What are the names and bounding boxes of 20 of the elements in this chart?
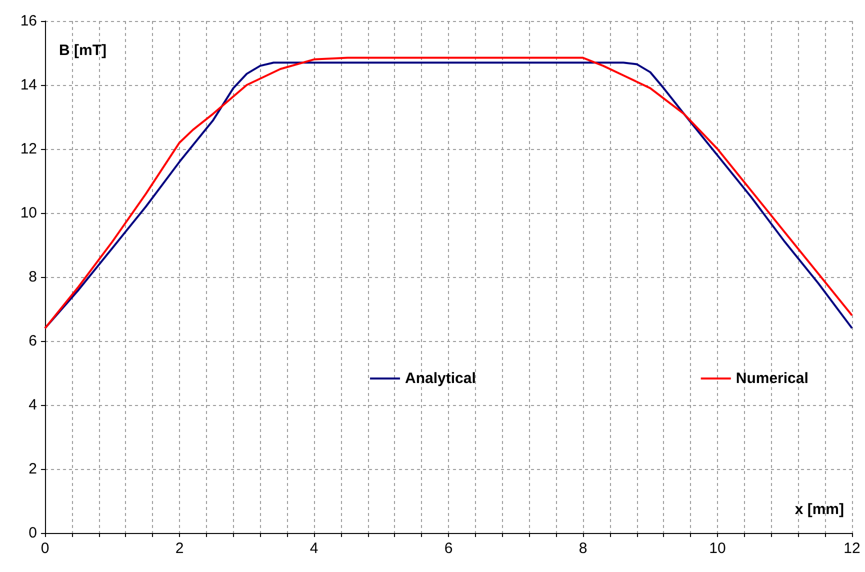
y-tick-label: 0	[28, 524, 37, 542]
x-tick-label: 12	[844, 540, 860, 557]
x-tick-label: 10	[709, 540, 726, 557]
legend-label: Numerical	[736, 370, 808, 387]
y-tick-label: 10	[20, 204, 37, 222]
x-tick-label: 6	[444, 540, 453, 557]
x-tick-label: 0	[40, 540, 50, 557]
y-tick-label: 4	[28, 396, 37, 414]
x-tick-label: 2	[175, 540, 184, 557]
x-tick-label: 4	[310, 540, 318, 557]
y-tick-label: 2	[28, 460, 37, 478]
legend-label: Analytical	[405, 370, 476, 387]
y-tick-label: 8	[28, 268, 37, 286]
y-tick-label: 12	[20, 140, 37, 158]
y-tick-label: 16	[20, 12, 37, 30]
y-tick-label: 14	[20, 76, 37, 94]
x-axis-title: x [mm]	[794, 501, 844, 518]
y-tick-label: 6	[28, 332, 37, 350]
x-tick-label: 8	[578, 540, 588, 557]
y-axis-title: B [mT]	[59, 42, 106, 59]
